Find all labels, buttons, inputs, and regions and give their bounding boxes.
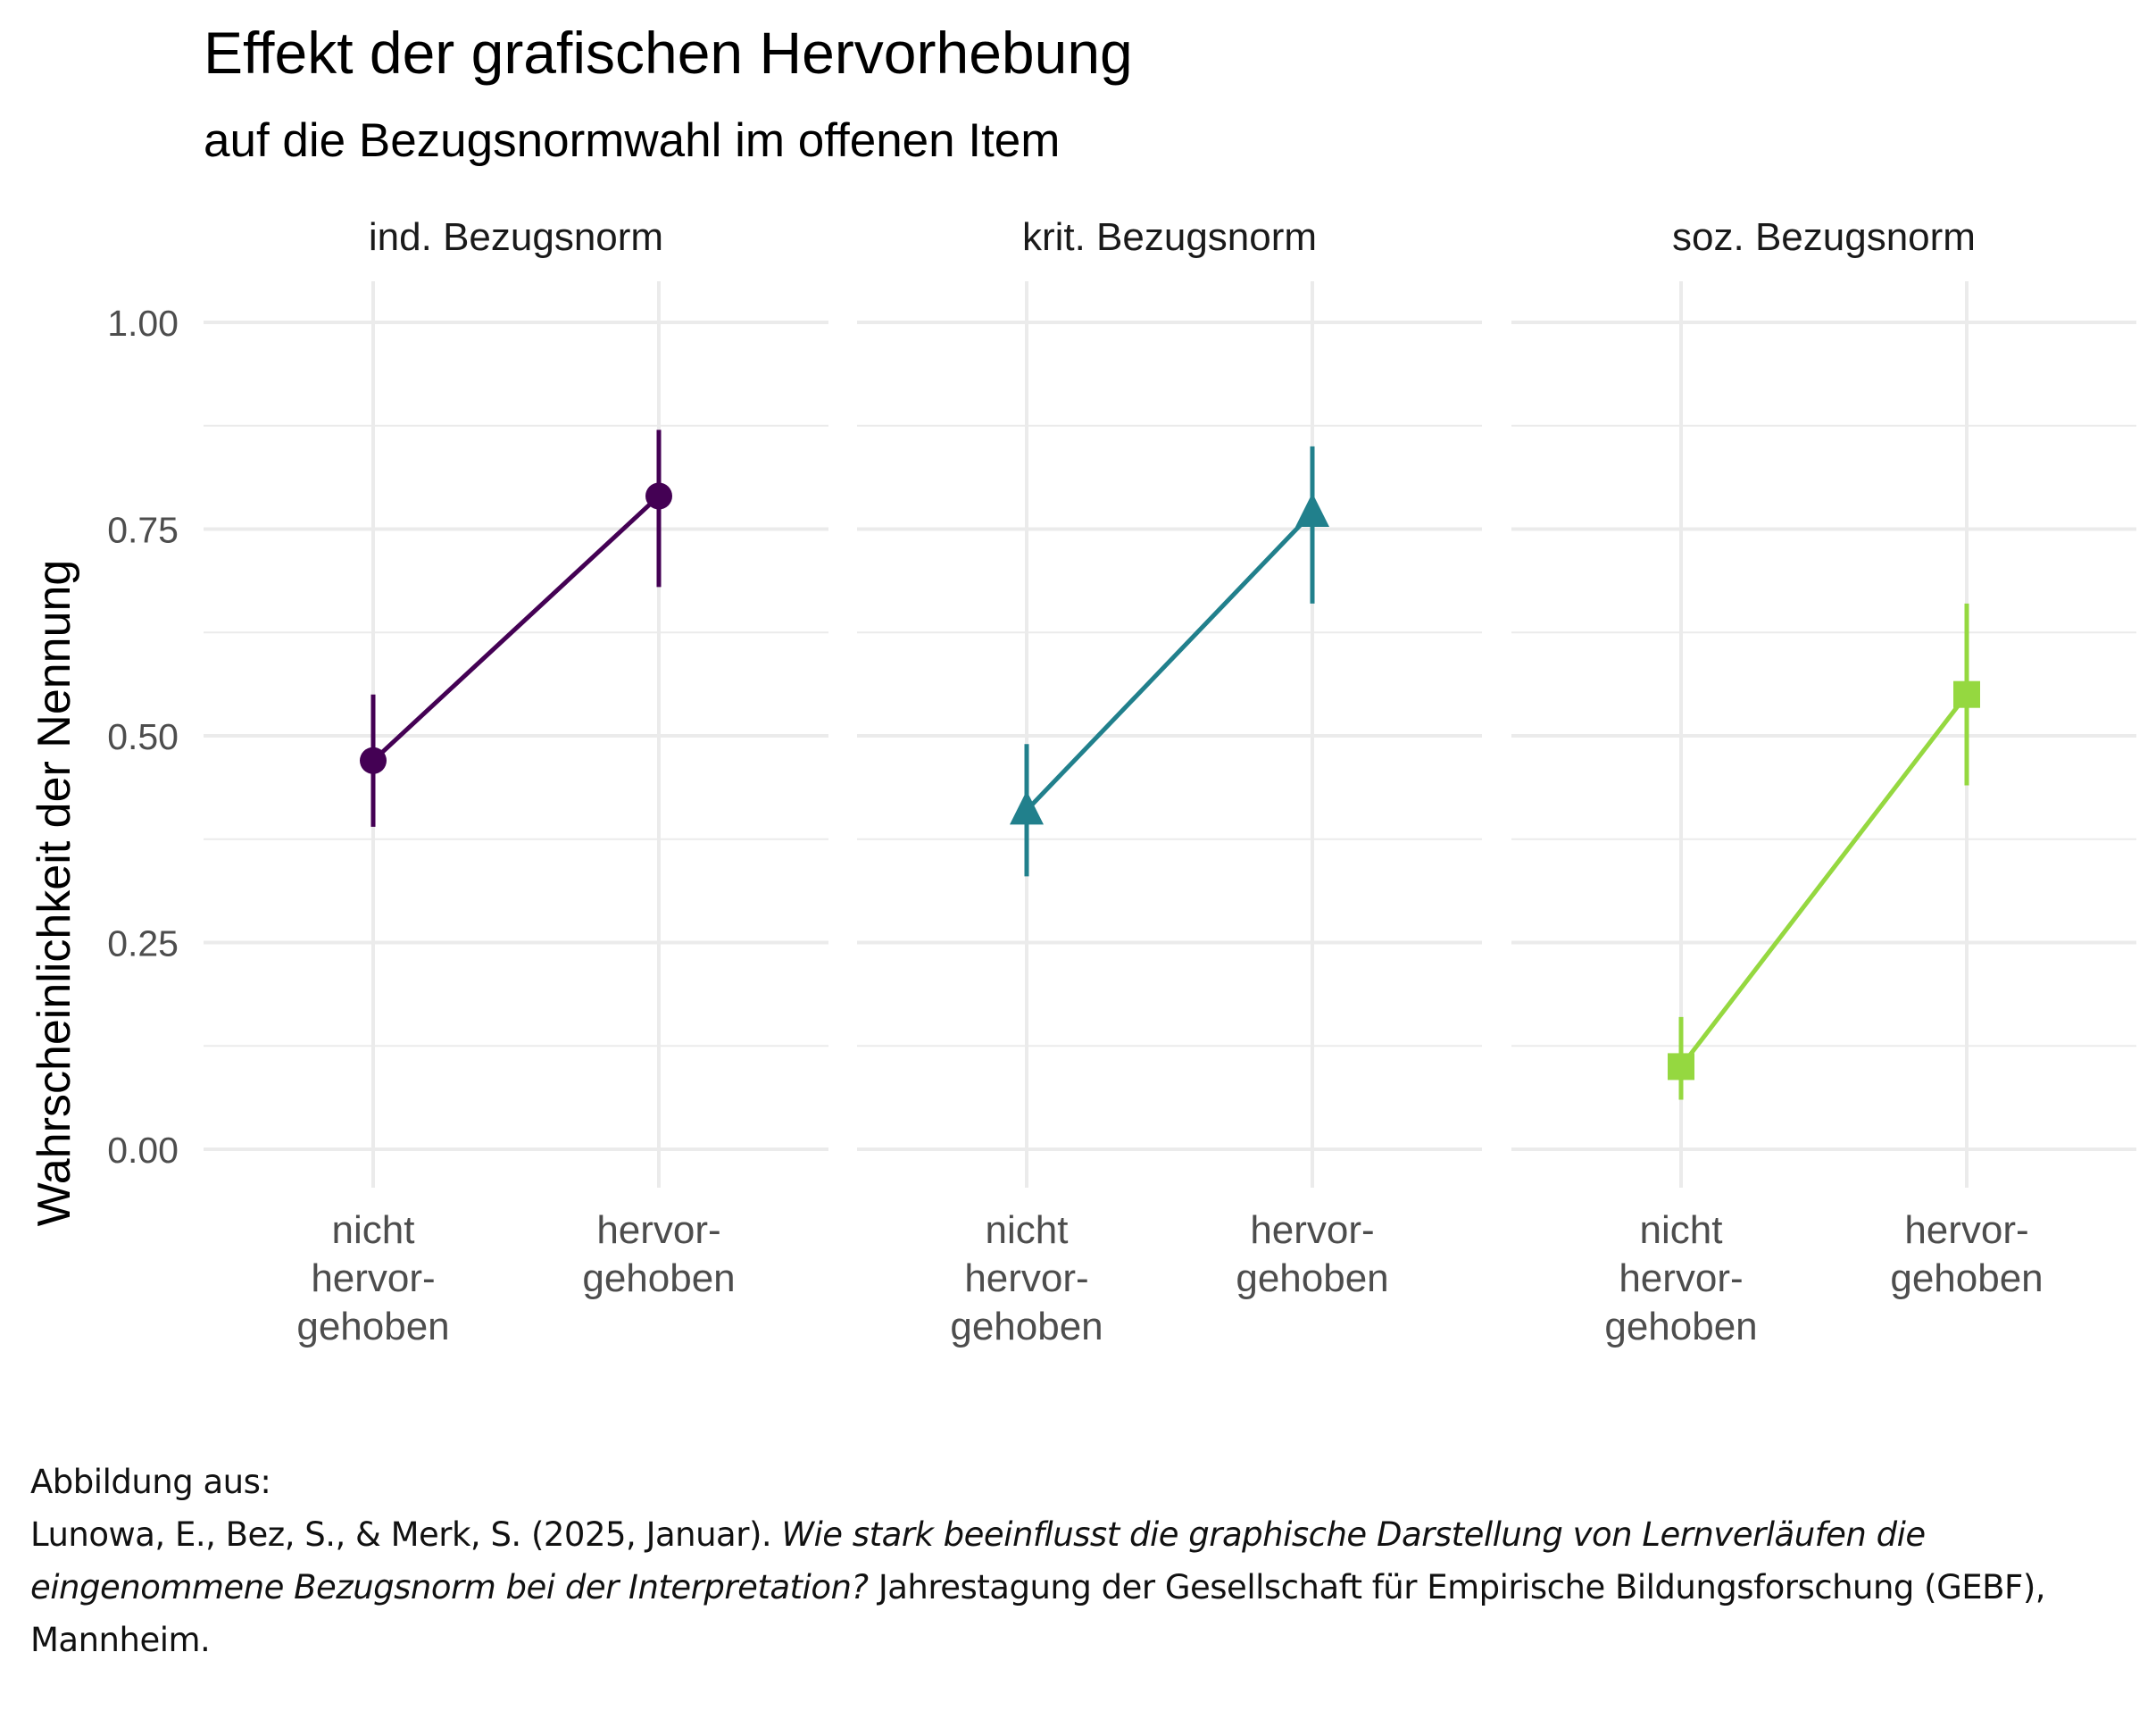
x-tick-label: gehoben (1890, 1256, 2043, 1300)
series-line (371, 494, 661, 763)
y-tick-label: 0.75 (107, 510, 179, 551)
x-tick-label: hervor- (1250, 1208, 1374, 1252)
facet-label: ind. Bezugsnorm (369, 215, 663, 259)
panel-3: soz. Bezugsnormnichthervor-gehobenhervor… (1511, 215, 2136, 1348)
panel-1: ind. Bezugsnormnichthervor-gehobenhervor… (204, 215, 828, 1348)
facet-label: krit. Bezugsnorm (1022, 215, 1317, 259)
caption-citation: Lunowa, E., Bez, S., & Merk, S. (2025, J… (30, 1508, 2137, 1666)
x-tick-label: gehoben (582, 1256, 735, 1300)
citation-title: Wie stark beeinflusst die graphische Dar… (30, 1515, 1926, 1606)
x-tick-label: hervor- (1619, 1256, 1743, 1300)
citation-authors: Lunowa, E., Bez, S., & Merk, S. (2025, J… (30, 1515, 782, 1554)
panel-2: krit. Bezugsnormnichthervor-gehobenhervo… (857, 215, 1482, 1348)
data-point (645, 482, 672, 510)
x-tick-label: hervor- (964, 1256, 1088, 1300)
x-tick-label: hervor- (596, 1208, 720, 1252)
data-point (1295, 492, 1329, 527)
x-tick-label: nicht (1640, 1208, 1723, 1252)
caption-intro: Abbildung aus: (30, 1463, 271, 1501)
data-point (1010, 790, 1044, 825)
x-tick-label: gehoben (296, 1305, 449, 1348)
source-caption: Abbildung aus: Lunowa, E., Bez, S., & Me… (30, 1456, 2137, 1666)
x-tick-label: hervor- (311, 1256, 435, 1300)
x-tick-label: gehoben (1236, 1256, 1388, 1300)
faceted-point-chart: Effekt der grafischen Hervorhebung auf d… (29, 20, 2136, 1348)
x-tick-label: nicht (986, 1208, 1069, 1252)
y-axis-label: Wahrscheinlichkeit der Nennung (29, 560, 80, 1227)
citation-venue: Jahrestagung der Gesellschaft für Empiri… (30, 1568, 2046, 1659)
series-line (1679, 693, 1969, 1068)
y-tick-label: 1.00 (107, 303, 179, 344)
x-tick-label: gehoben (950, 1305, 1103, 1348)
series-line (1025, 511, 1314, 813)
data-point (1668, 1053, 1694, 1081)
data-point (360, 747, 387, 774)
chart-subtitle: auf die Bezugsnormwahl im offenen Item (204, 114, 1060, 167)
y-axis-ticks: 0.00 0.25 0.50 0.75 1.00 (107, 303, 179, 1171)
data-point (1953, 680, 1980, 708)
facet-label: soz. Bezugsnorm (1672, 215, 1976, 259)
chart-title: Effekt der grafischen Hervorhebung (204, 20, 1133, 86)
y-tick-label: 0.50 (107, 716, 179, 757)
x-tick-label: hervor- (1904, 1208, 2028, 1252)
x-tick-label: gehoben (1604, 1305, 1757, 1348)
chart-panels: ind. Bezugsnormnichthervor-gehobenhervor… (204, 215, 2136, 1348)
y-tick-label: 0.00 (107, 1130, 179, 1171)
y-tick-label: 0.25 (107, 923, 179, 964)
x-tick-label: nicht (332, 1208, 415, 1252)
